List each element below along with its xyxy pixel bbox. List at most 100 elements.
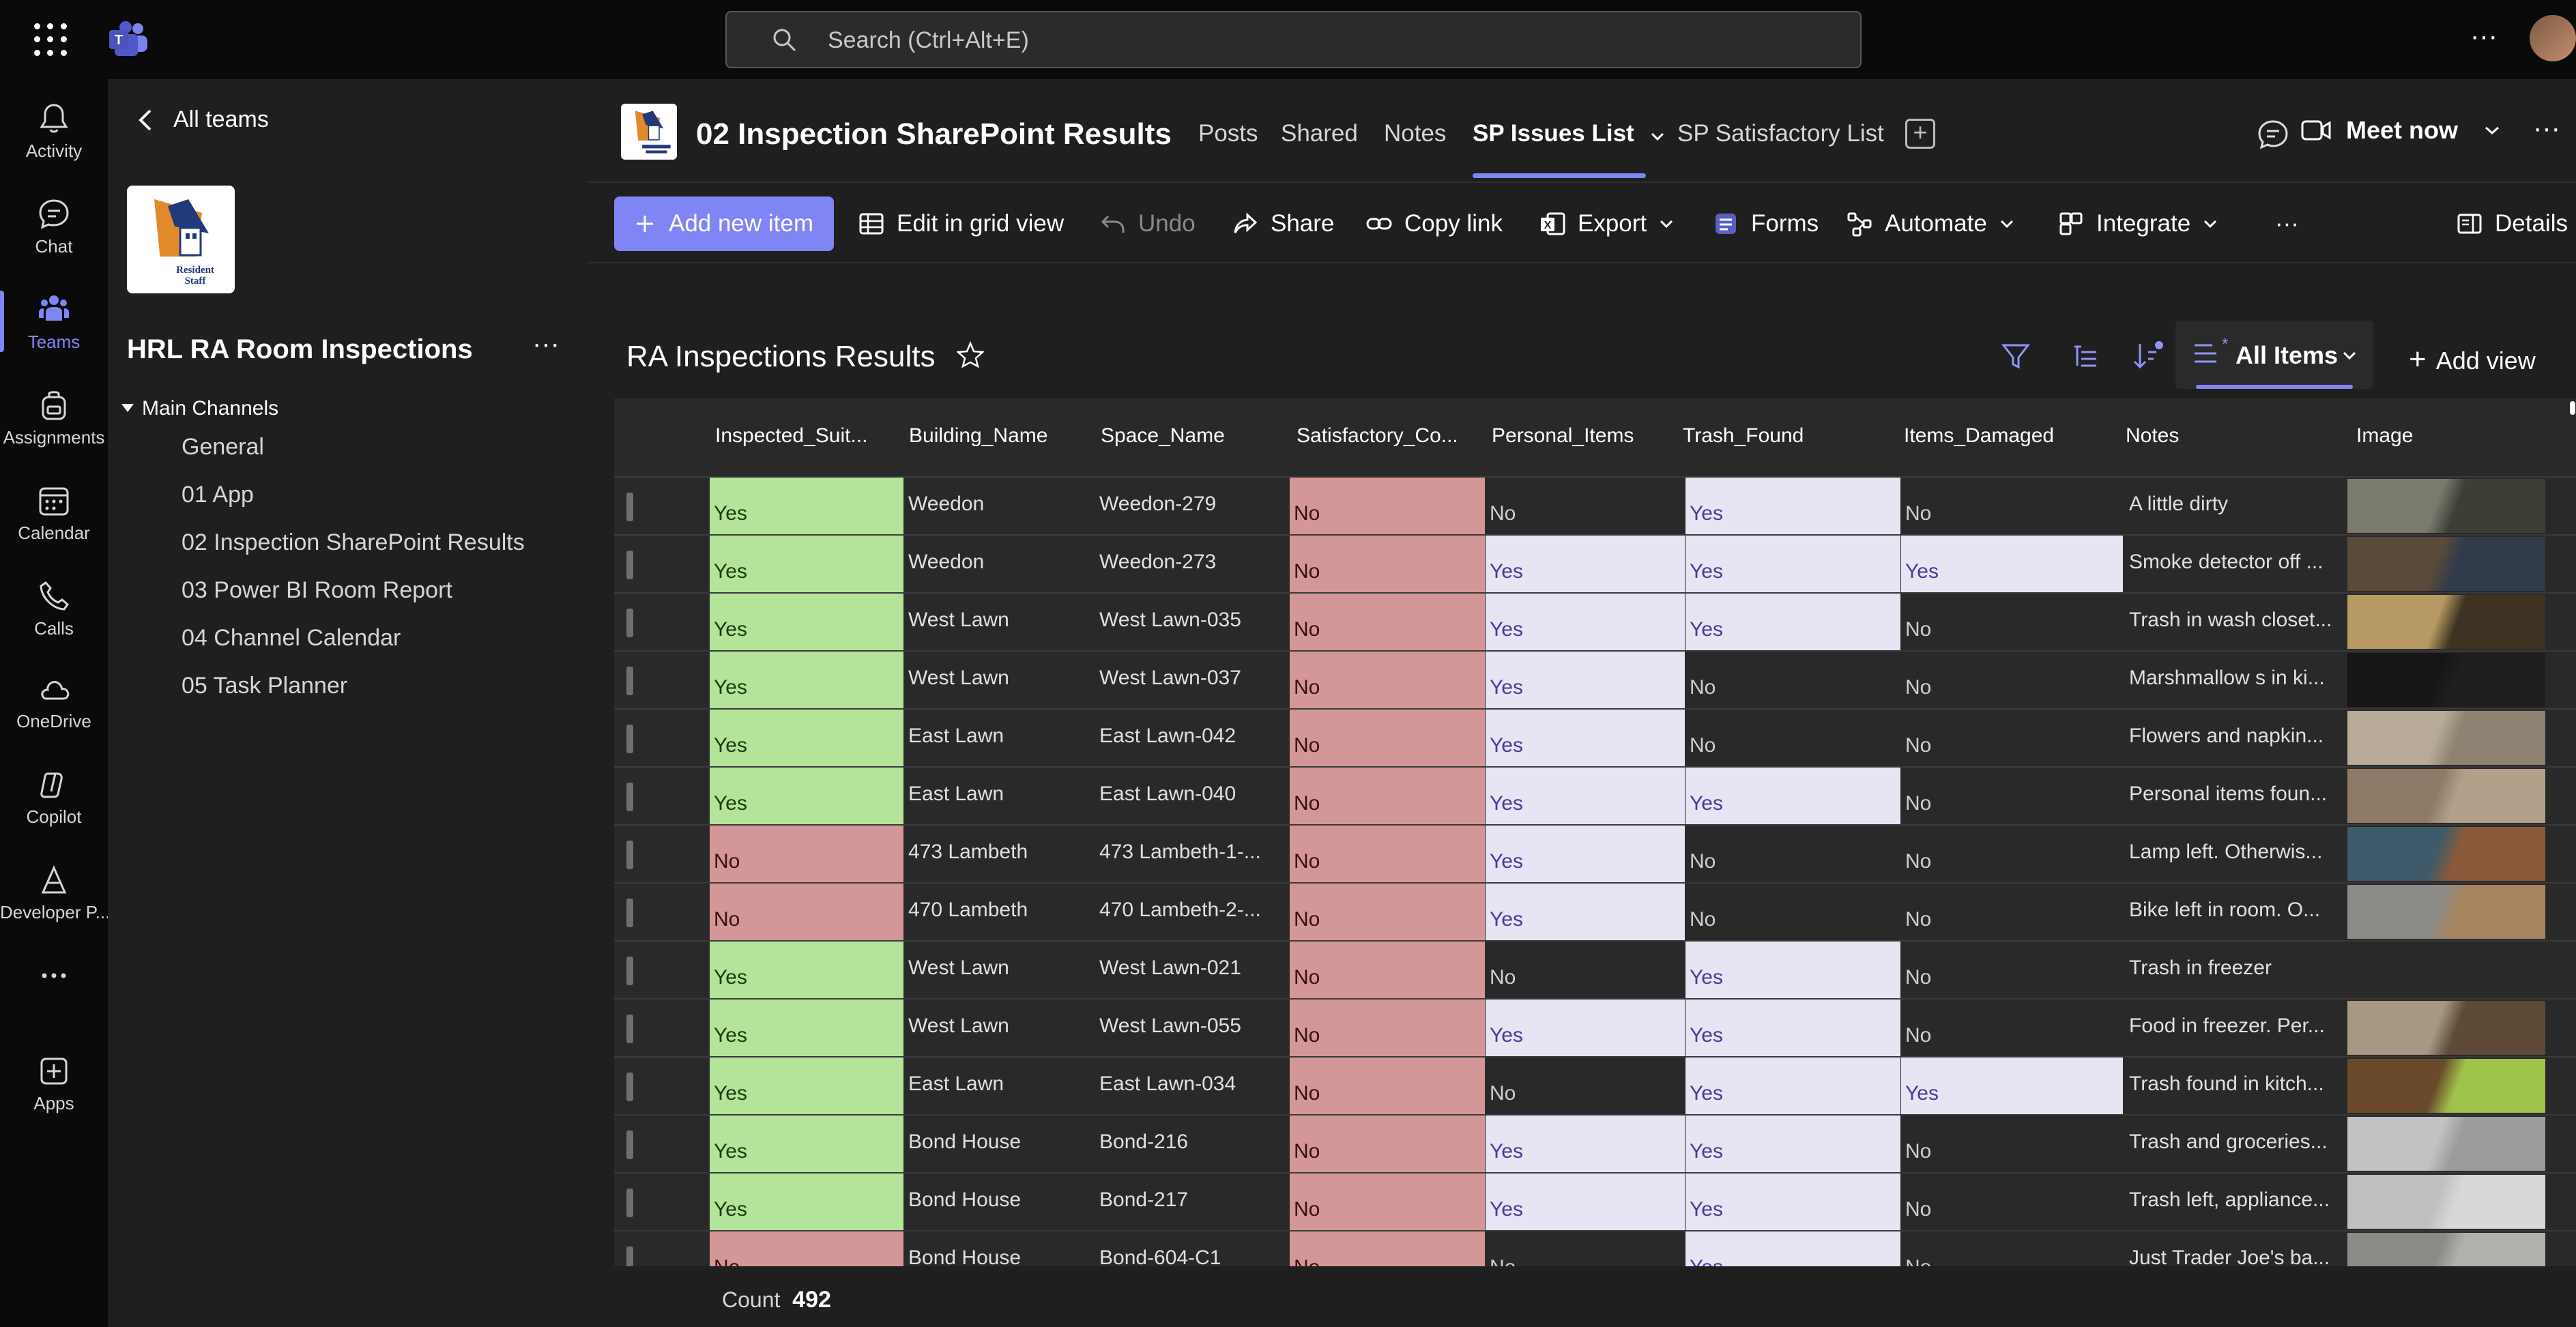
cell-satisfactory[interactable]: No (1290, 1000, 1485, 1056)
cell-satisfactory[interactable]: No (1290, 594, 1485, 650)
cell-satisfactory[interactable]: No (1290, 1058, 1485, 1114)
search-box[interactable] (725, 11, 1862, 68)
cell-inspected[interactable]: Yes (710, 536, 903, 592)
integrate-button[interactable]: Integrate (2058, 210, 2218, 237)
cell-space[interactable]: Bond-216 (1095, 1115, 1289, 1172)
cell-space[interactable]: Weedon-273 (1095, 536, 1289, 592)
cell-notes[interactable]: Food in freezer. Per... (2125, 1000, 2343, 1056)
add-view-button[interactable]: + Add view (2409, 342, 2536, 377)
column-header[interactable]: Satisfactory_Co... (1297, 424, 1458, 447)
cell-inspected[interactable]: Yes (710, 942, 903, 998)
cell-trash[interactable]: Yes (1685, 1173, 1900, 1230)
cell-damaged[interactable]: No (1901, 1000, 2123, 1056)
cell-space[interactable]: West Lawn-021 (1095, 942, 1289, 998)
cell-building[interactable]: East Lawn (904, 1058, 1095, 1114)
cell-notes[interactable]: Bike left in room. O... (2125, 884, 2343, 940)
cell-inspected[interactable]: Yes (710, 768, 903, 824)
cell-notes[interactable]: A little dirty (2125, 478, 2343, 534)
rail-assignments[interactable]: Assignments (0, 375, 108, 457)
cell-trash[interactable]: Yes (1685, 1115, 1900, 1172)
tab-shared[interactable]: Shared (1281, 120, 1358, 147)
all-teams-back-button[interactable]: All teams (138, 106, 269, 133)
tab-notes[interactable]: Notes (1384, 120, 1447, 147)
table-row[interactable]: Yes East Lawn East Lawn-034 No No Yes Yes Trash… (614, 1056, 2576, 1114)
cell-personal[interactable]: Yes (1486, 826, 1685, 882)
add-tab-button[interactable]: + (1905, 119, 1935, 149)
row-select-handle[interactable] (626, 1073, 633, 1101)
room-image[interactable] (2347, 1233, 2545, 1266)
room-image[interactable] (2347, 479, 2545, 533)
cell-space[interactable]: West Lawn-035 (1095, 594, 1289, 650)
cell-damaged[interactable]: No (1901, 478, 2123, 534)
room-image[interactable] (2347, 1117, 2545, 1171)
table-row[interactable]: No 473 Lambeth 473 Lambeth-1-... No Yes No No L… (614, 824, 2576, 882)
cell-damaged[interactable]: No (1901, 1231, 2123, 1266)
sort-icon[interactable] (2130, 340, 2163, 373)
room-image[interactable] (2347, 885, 2545, 939)
cell-inspected[interactable]: Yes (710, 1115, 903, 1172)
edit-grid-view-button[interactable]: Edit in grid view (858, 210, 1064, 237)
cell-inspected[interactable]: Yes (710, 1000, 903, 1056)
row-select-handle[interactable] (626, 841, 633, 869)
row-select-handle[interactable] (626, 1131, 633, 1159)
cell-building[interactable]: West Lawn (904, 942, 1095, 998)
undo-button[interactable]: Undo (1100, 210, 1196, 237)
row-select-handle[interactable] (626, 957, 633, 985)
cell-trash[interactable]: Yes (1685, 768, 1900, 824)
table-row[interactable]: Yes West Lawn West Lawn-037 No Yes No No Marshm… (614, 650, 2576, 708)
row-select-handle[interactable] (626, 551, 633, 579)
channel-item[interactable]: 03 Power BI Room Report (182, 577, 452, 603)
cell-personal[interactable]: No (1486, 1058, 1685, 1114)
table-row[interactable]: Yes West Lawn West Lawn-021 No No Yes No Trash … (614, 940, 2576, 998)
room-image[interactable] (2347, 1175, 2545, 1229)
cell-inspected[interactable]: No (710, 884, 903, 940)
team-more-options-icon[interactable]: ··· (532, 329, 560, 359)
cell-space[interactable]: 473 Lambeth-1-... (1095, 826, 1289, 882)
cell-notes[interactable]: Smoke detector off ... (2125, 536, 2343, 592)
channel-item[interactable]: 02 Inspection SharePoint Results (182, 529, 525, 555)
cell-space[interactable]: Bond-604-C1 (1095, 1231, 1289, 1266)
cell-damaged[interactable]: No (1901, 884, 2123, 940)
cell-trash[interactable]: No (1685, 826, 1900, 882)
share-button[interactable]: Share (1232, 210, 1334, 237)
automate-button[interactable]: Automate (1847, 210, 2014, 237)
row-select-handle[interactable] (626, 899, 633, 927)
channel-item[interactable]: 04 Channel Calendar (182, 625, 401, 651)
cell-personal[interactable]: Yes (1486, 710, 1685, 766)
cell-personal[interactable]: Yes (1486, 1115, 1685, 1172)
cell-notes[interactable]: Flowers and napkin... (2125, 710, 2343, 766)
column-header[interactable]: Space_Name (1101, 424, 1225, 447)
cell-damaged[interactable]: Yes (1901, 1058, 2123, 1114)
cell-building[interactable]: West Lawn (904, 1000, 1095, 1056)
cell-space[interactable]: West Lawn-037 (1095, 652, 1289, 708)
rail-developer[interactable]: Developer P... (0, 850, 110, 932)
cell-damaged[interactable]: No (1901, 710, 2123, 766)
cell-building[interactable]: Bond House (904, 1231, 1095, 1266)
cell-satisfactory[interactable]: No (1290, 710, 1485, 766)
table-row[interactable]: No 470 Lambeth 470 Lambeth-2-... No Yes No No B… (614, 882, 2576, 940)
cell-satisfactory[interactable]: No (1290, 1115, 1485, 1172)
cell-trash[interactable]: Yes (1685, 942, 1900, 998)
view-switcher[interactable]: * All Items (2175, 321, 2373, 389)
rail-chat[interactable]: Chat (0, 184, 108, 266)
cell-space[interactable]: East Lawn-040 (1095, 768, 1289, 824)
cell-building[interactable]: 473 Lambeth (904, 826, 1095, 882)
channel-item[interactable]: 05 Task Planner (182, 673, 348, 699)
tab-sp-satisfactory-list[interactable]: SP Satisfactory List (1677, 120, 1884, 147)
more-options-icon[interactable]: ··· (2470, 21, 2498, 51)
row-select-handle[interactable] (626, 667, 633, 695)
room-image[interactable] (2347, 537, 2545, 591)
cell-building[interactable]: Bond House (904, 1173, 1095, 1230)
table-row[interactable]: Yes West Lawn West Lawn-055 No Yes Yes No Food … (614, 998, 2576, 1056)
cell-damaged[interactable]: No (1901, 826, 2123, 882)
cell-trash[interactable]: Yes (1685, 1000, 1900, 1056)
column-header[interactable]: Personal_Items (1492, 424, 1634, 447)
cell-trash[interactable]: No (1685, 710, 1900, 766)
cell-space[interactable]: 470 Lambeth-2-... (1095, 884, 1289, 940)
room-image[interactable] (2347, 711, 2545, 765)
table-row[interactable]: Yes Weedon Weedon-279 No No Yes No A little dir… (614, 476, 2576, 534)
rail-teams[interactable]: Teams (0, 280, 108, 362)
cell-notes[interactable]: Lamp left. Otherwis... (2125, 826, 2343, 882)
cell-satisfactory[interactable]: No (1290, 826, 1485, 882)
cell-trash[interactable]: Yes (1685, 1058, 1900, 1114)
